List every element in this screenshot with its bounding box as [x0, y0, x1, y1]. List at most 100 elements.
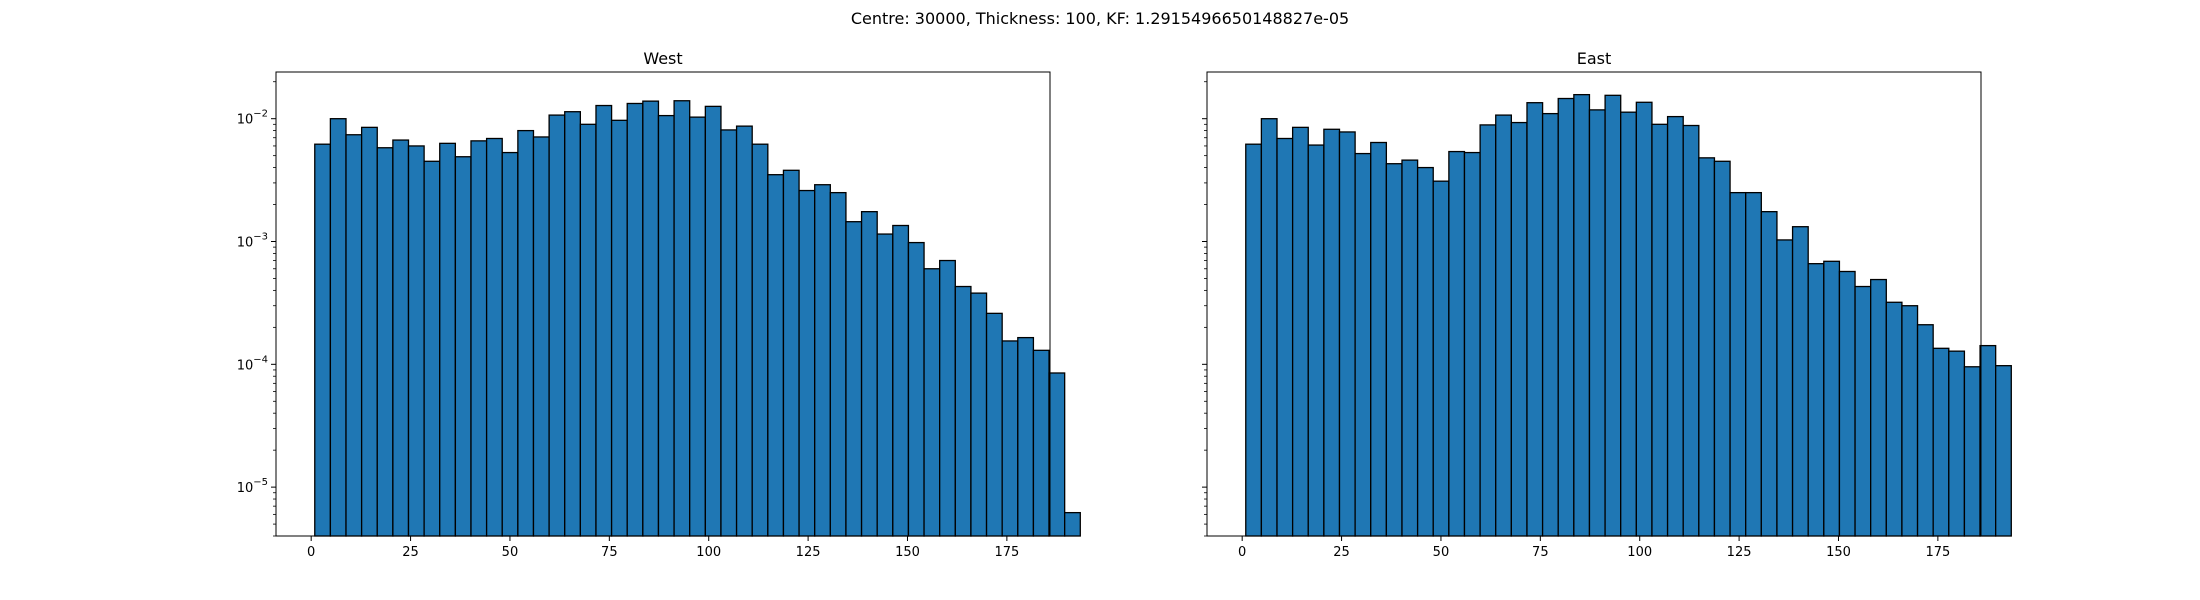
west-bar — [735, 125, 753, 537]
west-x-tick-label: 175 — [994, 545, 1019, 560]
east-bar — [1588, 109, 1606, 537]
west-bar — [845, 221, 863, 537]
west-bar — [657, 114, 675, 537]
west-x-tick-label: 100 — [696, 545, 721, 560]
east-bar — [1666, 115, 1684, 537]
east-bar — [1541, 112, 1559, 537]
east-bar — [1416, 166, 1434, 537]
west-bar — [892, 224, 910, 537]
west-bar — [376, 147, 394, 537]
east-bars — [1245, 93, 2012, 537]
east-x-tick-label: 75 — [1532, 545, 1549, 560]
east-bar — [1635, 101, 1653, 537]
west-bar — [939, 259, 956, 537]
west-bars — [314, 100, 1081, 537]
east-bar — [1776, 239, 1794, 537]
west-bar — [689, 116, 706, 537]
east-bar — [1870, 278, 1887, 537]
west-bar — [454, 156, 472, 537]
west-panel-title: West — [643, 49, 682, 68]
west-bar — [564, 111, 581, 537]
west-bar — [1017, 336, 1035, 537]
east-plot-frame — [1206, 71, 1982, 537]
east-bar — [1995, 365, 2012, 537]
east-bar — [1901, 305, 1919, 537]
west-x-tick-label: 0 — [307, 545, 315, 560]
west-plot-frame — [275, 71, 1051, 537]
east-bar — [1526, 102, 1544, 537]
east-bar — [1948, 350, 1966, 537]
east-bar — [1463, 151, 1481, 537]
east-bar — [1791, 226, 1809, 537]
east-bar — [1620, 111, 1637, 537]
west-bar — [923, 268, 941, 537]
east-bar — [1276, 137, 1294, 537]
west-bar — [985, 312, 1003, 537]
west-bar — [610, 119, 628, 537]
west-bar — [1064, 511, 1081, 537]
west-bar — [1032, 349, 1050, 537]
west-bar — [829, 191, 847, 537]
east-bar — [1401, 159, 1419, 537]
east-bar — [1979, 344, 1997, 537]
east-bar — [1291, 126, 1309, 537]
east-bar — [1651, 123, 1669, 537]
east-bar — [1307, 144, 1325, 537]
west-x-axis: 0 25 50 75 100 125 150 175 — [307, 536, 1019, 560]
west-bar — [642, 100, 660, 537]
east-panel-title: East — [1577, 49, 1612, 68]
east-bar — [1932, 347, 1950, 537]
west-x-tick-label: 50 — [502, 545, 519, 560]
east-bar — [1885, 301, 1903, 537]
west-bar — [876, 233, 894, 537]
west-bar — [314, 143, 332, 537]
west-bar — [548, 114, 566, 537]
west-bar — [970, 292, 988, 537]
east-x-axis: 0 25 50 75 100 125 150 175 — [1238, 536, 1950, 560]
west-x-tick-label: 125 — [796, 545, 821, 560]
west-bar — [907, 241, 925, 537]
east-x-tick-label: 25 — [1333, 545, 1350, 560]
east-bar — [1448, 150, 1466, 537]
east-bar — [1713, 160, 1731, 537]
east-x-tick-label: 50 — [1433, 545, 1450, 560]
east-bar — [1963, 366, 1981, 537]
west-bar — [532, 136, 550, 537]
west-y-tick-label: 10−4 — [237, 354, 268, 373]
west-y-tick-label: 10−2 — [237, 109, 268, 128]
east-bar — [1245, 143, 1263, 537]
east-bar — [1495, 114, 1512, 537]
east-bar — [1807, 263, 1825, 537]
east-bar — [1573, 93, 1591, 537]
west-bar — [782, 169, 800, 537]
west-bar — [626, 102, 644, 537]
east-bar — [1432, 180, 1450, 537]
east-bar — [1604, 94, 1622, 537]
east-x-tick-label: 150 — [1826, 545, 1851, 560]
east-bar — [1557, 97, 1575, 537]
east-bar — [1823, 260, 1841, 537]
west-bar — [392, 139, 410, 537]
west-bar — [860, 211, 878, 537]
west-bar — [1001, 340, 1019, 537]
west-x-tick-label: 25 — [402, 545, 419, 560]
west-bar — [1048, 372, 1066, 537]
east-x-tick-label: 100 — [1627, 545, 1652, 560]
west-x-tick-label: 75 — [601, 545, 618, 560]
west-bar — [485, 137, 503, 537]
west-bar — [798, 189, 816, 537]
east-x-tick-label: 175 — [1925, 545, 1950, 560]
west-bar — [517, 129, 535, 537]
west-bar — [720, 129, 738, 537]
west-bar — [360, 126, 378, 537]
west-bar — [501, 151, 519, 537]
west-bar — [407, 145, 425, 537]
west-y-tick-label: 10−3 — [237, 232, 268, 251]
east-bar — [1370, 141, 1388, 537]
east-bar — [1916, 324, 1934, 537]
west-bar — [345, 134, 363, 537]
east-bar — [1698, 157, 1716, 537]
west-x-tick-label: 150 — [895, 545, 920, 560]
east-bar — [1745, 191, 1762, 537]
